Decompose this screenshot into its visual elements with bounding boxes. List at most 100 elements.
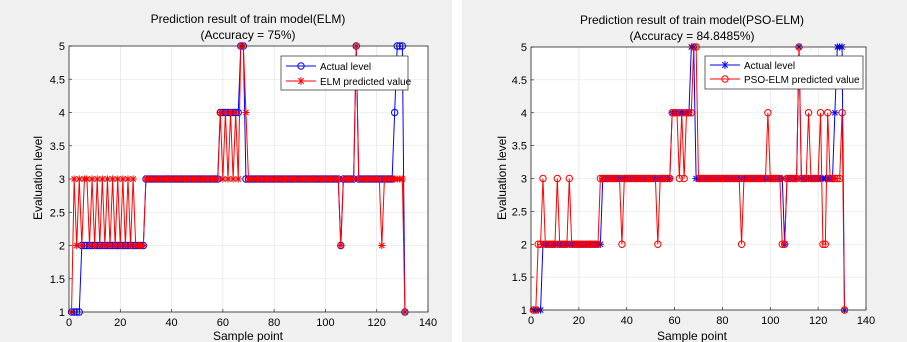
data-point [350, 175, 358, 183]
data-point [816, 109, 825, 117]
data-point [613, 174, 621, 183]
y-tick-label: 1 [521, 305, 527, 317]
data-point [792, 174, 801, 183]
data-point [630, 174, 638, 183]
data-point [232, 108, 240, 117]
data-point [587, 240, 595, 248]
data-point [785, 174, 794, 183]
data-point [699, 174, 707, 183]
data-point [536, 240, 545, 248]
data-point [594, 240, 602, 248]
data-point [747, 174, 755, 183]
data-point [678, 109, 686, 117]
data-point [735, 174, 743, 183]
data-point [821, 240, 830, 248]
data-point [718, 174, 727, 183]
data-point [637, 174, 645, 183]
data-point [814, 174, 822, 183]
x-tick-label: 20 [573, 315, 585, 327]
data-point [838, 109, 846, 117]
data-point [584, 240, 593, 248]
y-tick-label: 2 [521, 239, 527, 251]
data-point [773, 174, 782, 183]
legend-box [280, 55, 409, 91]
x-tick-label: 140 [419, 317, 437, 329]
legend-label-actual: Actual level [744, 61, 795, 72]
data-point [546, 240, 554, 248]
data-point [812, 174, 820, 183]
data-point [634, 174, 643, 183]
x-tick-label: 20 [114, 317, 126, 329]
data-point [627, 174, 636, 183]
legend-label-predicted: PSO-ELM predicted value [744, 75, 860, 86]
data-point [618, 240, 626, 248]
plot-area: 0 20 40 60 80 100 120 140 1 1.5 2 2.5 3 3.5 4 4.5 5 [512, 42, 875, 327]
legend-label-predicted: ELM predicted value [320, 77, 412, 88]
data-point [608, 174, 617, 183]
data-point [737, 240, 746, 248]
data-point [572, 240, 581, 248]
data-point [558, 240, 566, 248]
data-point [802, 174, 810, 183]
x-tick-label: 0 [528, 315, 534, 327]
data-point [828, 174, 837, 183]
data-point [709, 174, 717, 183]
data-point [556, 240, 564, 248]
data-point [565, 174, 573, 183]
legend: Actual level PSO-ELM predicted value [704, 55, 864, 90]
data-point [242, 108, 250, 117]
x-tick-label: 120 [809, 315, 827, 327]
data-point [706, 174, 715, 183]
data-point [680, 174, 688, 183]
x-tick-label: 60 [217, 317, 229, 329]
series-2 [67, 42, 409, 316]
y-tick-label: 5 [521, 42, 527, 54]
y-tick-label: 1 [59, 307, 65, 319]
data-point [378, 241, 386, 250]
data-point [721, 174, 729, 183]
data-point [563, 240, 571, 248]
data-point [234, 175, 242, 183]
x-tick-label: 40 [165, 317, 177, 329]
data-point [749, 174, 758, 183]
data-point [790, 174, 798, 183]
data-point [139, 241, 147, 250]
data-point [682, 109, 691, 117]
data-point [632, 174, 640, 183]
data-point [831, 174, 839, 183]
series-2 [529, 43, 849, 314]
legend-label-actual: Actual level [320, 62, 371, 73]
data-point [687, 109, 696, 117]
data-point [826, 174, 834, 183]
data-point [725, 174, 734, 183]
chart-subtitle: (Accuracy = 84.8485%) [629, 29, 754, 43]
data-point [754, 174, 763, 183]
data-point [728, 174, 736, 183]
data-point [651, 174, 660, 183]
data-point [711, 174, 719, 183]
data-point [740, 174, 748, 183]
data-point [685, 109, 693, 117]
data-point [375, 175, 383, 183]
chart-subtitle: (Accuracy = 75%) [200, 28, 295, 42]
data-point [697, 174, 705, 183]
legend-box [704, 55, 864, 90]
data-point [111, 241, 119, 250]
y-tick-label: 4.5 [512, 75, 527, 87]
data-point [673, 109, 681, 117]
data-point [733, 174, 741, 183]
data-point [116, 241, 124, 250]
data-point [752, 174, 760, 183]
data-point [577, 240, 585, 248]
pso-elm-chart: Prediction result of train model(PSO-ELM… [495, 13, 875, 342]
data-point [771, 174, 779, 183]
data-point [644, 174, 652, 183]
data-point [759, 174, 767, 183]
data-point [85, 241, 94, 250]
data-point [675, 174, 684, 183]
x-tick-label: 60 [668, 315, 680, 327]
data-point [620, 174, 629, 183]
data-point [809, 174, 818, 183]
data-point [642, 174, 650, 183]
data-point [804, 109, 813, 117]
